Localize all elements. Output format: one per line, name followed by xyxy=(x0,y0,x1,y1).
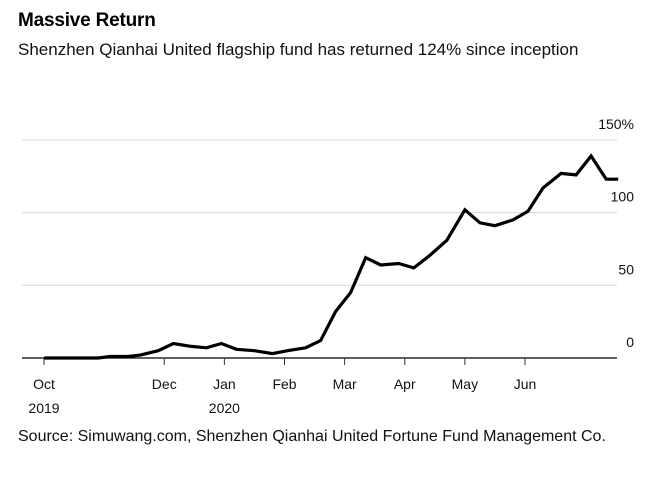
x-tick-label-apr: Apr xyxy=(394,376,416,392)
chart-source: Source: Simuwang.com, Shenzhen Qianhai U… xyxy=(18,428,606,445)
chart-title: Massive Return xyxy=(18,10,156,31)
x-tick-label-may: May xyxy=(452,376,478,392)
y-tick-label-0: 0 xyxy=(626,334,634,350)
y-tick-label-50: 50 xyxy=(618,261,634,277)
x-tick-label-oct: Oct xyxy=(33,376,55,392)
x-tick-label-feb: Feb xyxy=(272,376,296,392)
x-tick-label-mar: Mar xyxy=(333,376,357,392)
y-tick-label-100: 100 xyxy=(611,189,635,205)
gridlines xyxy=(22,139,617,286)
series-line xyxy=(44,153,619,360)
x-tick-label-dec: Dec xyxy=(152,376,177,392)
chart-subtitle: Shenzhen Qianhai United flagship fund ha… xyxy=(18,40,579,59)
series-layer xyxy=(44,153,619,360)
x-tick-year-2020: 2020 xyxy=(209,400,240,416)
y-tick-label-150: 150% xyxy=(598,116,634,132)
x-tick-label-jan: Jan xyxy=(213,376,236,392)
x-tick-label-jun: Jun xyxy=(514,376,537,392)
y-axis-labels: 150% 100 50 0 xyxy=(598,116,634,350)
x-axis: Oct 2019 Dec Jan 2020 Feb Mar Apr May Jun xyxy=(22,357,617,416)
x-tick-year-2019: 2019 xyxy=(28,400,59,416)
